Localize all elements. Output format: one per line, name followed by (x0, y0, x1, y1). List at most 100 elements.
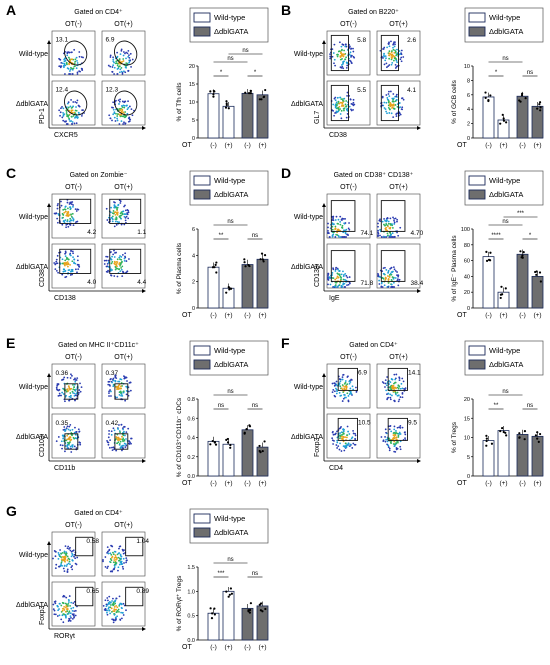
event-dot (65, 605, 68, 608)
event-dot (352, 429, 354, 432)
event-dot (116, 558, 118, 560)
event-dot (63, 60, 66, 63)
event-dot (393, 268, 396, 271)
event-dot (71, 250, 74, 253)
event-dot (61, 378, 64, 381)
event-dot (387, 225, 389, 228)
event-dot (392, 286, 394, 288)
chart-y-tick-label: 4 (467, 107, 470, 113)
event-dot (339, 281, 342, 284)
event-dot (109, 54, 112, 57)
event-dot (348, 46, 351, 49)
flow-plot: 4.4 (101, 243, 147, 289)
event-dot (120, 214, 123, 217)
event-dot (121, 275, 124, 278)
event-dot (69, 563, 71, 566)
event-dot (72, 602, 75, 604)
event-dot (70, 607, 73, 610)
ot-plus-header: OT(+) (114, 21, 132, 28)
event-dot (57, 605, 59, 608)
flow-plot: 2.6 (376, 30, 421, 76)
event-dot (399, 106, 402, 109)
event-dot (387, 282, 390, 284)
legend-label-ko: ΔdblGATA (489, 190, 523, 199)
event-dot (338, 448, 341, 451)
event-dot (108, 392, 110, 394)
event-dot (390, 283, 393, 286)
event-dot (111, 212, 114, 215)
event-dot (396, 112, 398, 115)
event-dot (113, 61, 115, 64)
event-dot (104, 556, 107, 558)
event-dot (402, 380, 405, 383)
flow-y-label: CD103 (39, 435, 46, 457)
data-point (484, 91, 487, 94)
event-dot (128, 443, 131, 445)
event-dot (331, 228, 334, 231)
event-dot (331, 48, 334, 51)
event-dot (128, 440, 130, 442)
event-dot (107, 550, 109, 553)
event-dot (117, 441, 120, 444)
event-dot (385, 269, 388, 271)
event-dot (69, 120, 71, 122)
event-dot (72, 218, 75, 221)
event-dot (106, 551, 108, 554)
event-dot (69, 377, 72, 379)
event-dot (337, 286, 339, 288)
event-dot (334, 219, 337, 221)
event-dot (392, 434, 395, 437)
event-dot (69, 549, 72, 552)
event-dot (353, 443, 356, 446)
event-dot (116, 212, 118, 215)
event-dot (130, 437, 132, 440)
event-dot (107, 259, 110, 262)
event-dot (114, 268, 117, 271)
event-dot (123, 430, 125, 433)
event-dot (53, 613, 56, 616)
event-dot (390, 388, 392, 391)
bar (516, 95, 529, 139)
event-dot (57, 214, 60, 216)
event-dot (339, 427, 342, 429)
event-dot (343, 393, 345, 396)
data-point (500, 285, 503, 288)
legend-swatch-wt (468, 12, 486, 23)
data-point (485, 434, 488, 437)
data-point (485, 437, 488, 440)
event-dot (118, 256, 121, 259)
event-dot (122, 58, 125, 60)
data-point (229, 446, 232, 449)
ot-axis-label: OT (457, 142, 467, 149)
event-dot (75, 67, 78, 70)
event-dot (388, 428, 391, 431)
event-dot (105, 259, 108, 262)
event-dot (58, 602, 61, 605)
event-dot (61, 447, 63, 450)
event-dot (60, 61, 63, 64)
gate-percentage: 6.9 (105, 36, 114, 43)
event-dot (387, 392, 390, 395)
event-dot (390, 112, 393, 115)
event-dot (54, 567, 57, 570)
event-dot (392, 227, 394, 229)
event-dot (342, 431, 344, 434)
event-dot (387, 444, 390, 447)
event-dot (68, 220, 71, 223)
event-dot (73, 65, 76, 68)
legend-swatch-wt (468, 345, 486, 356)
event-dot (67, 385, 70, 388)
event-dot (113, 116, 116, 119)
event-dot (78, 389, 81, 391)
row-label-ko: ΔdblGATA (16, 264, 48, 271)
event-dot (69, 423, 72, 426)
event-dot (64, 205, 67, 208)
event-dot (329, 55, 332, 58)
gate-percentage: 12.4 (55, 86, 68, 93)
data-point (227, 595, 230, 598)
event-dot (112, 561, 115, 564)
event-dot (66, 102, 69, 105)
event-dot (106, 262, 109, 265)
ot-axis-label: OT (182, 312, 192, 319)
event-dot (73, 553, 76, 556)
